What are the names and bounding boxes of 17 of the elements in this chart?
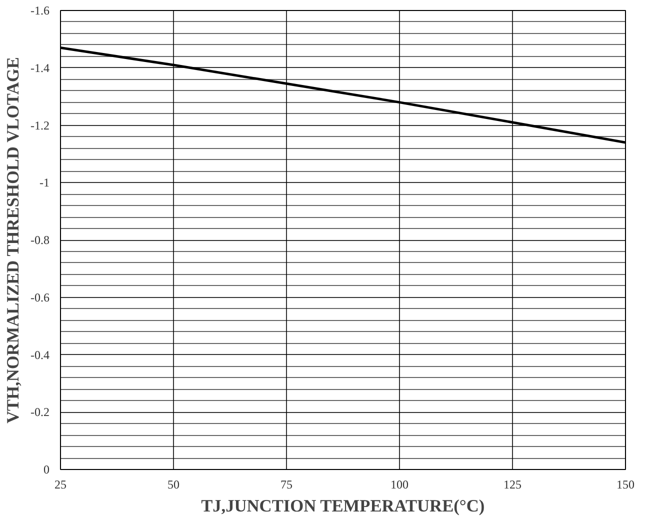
y-tick-label: -0.8 xyxy=(30,233,50,247)
x-axis-title: TJ,JUNCTION TEMPERATURE(°C) xyxy=(201,496,485,516)
y-tick-label: 0 xyxy=(44,462,50,476)
x-tick-label: 100 xyxy=(390,478,408,492)
x-tick-label: 150 xyxy=(616,478,634,492)
y-tick-label: -1.6 xyxy=(30,4,50,18)
y-tick-label: -1 xyxy=(40,176,50,190)
y-tick-label: -0.6 xyxy=(30,290,50,304)
y-axis-title: VTH,NORMALIZED THRESHOLD VLOTAGE xyxy=(4,57,23,424)
x-tick-label: 125 xyxy=(504,478,522,492)
y-tick-label: -0.4 xyxy=(30,348,50,362)
y-tick-label: -1.4 xyxy=(30,60,50,75)
x-tick-label: 75 xyxy=(280,478,292,492)
y-tick-label: -1.2 xyxy=(30,118,50,132)
x-tick-label: 50 xyxy=(168,478,180,492)
x-tick-label: 25 xyxy=(54,478,66,492)
y-tick-label: -0.2 xyxy=(30,405,50,420)
